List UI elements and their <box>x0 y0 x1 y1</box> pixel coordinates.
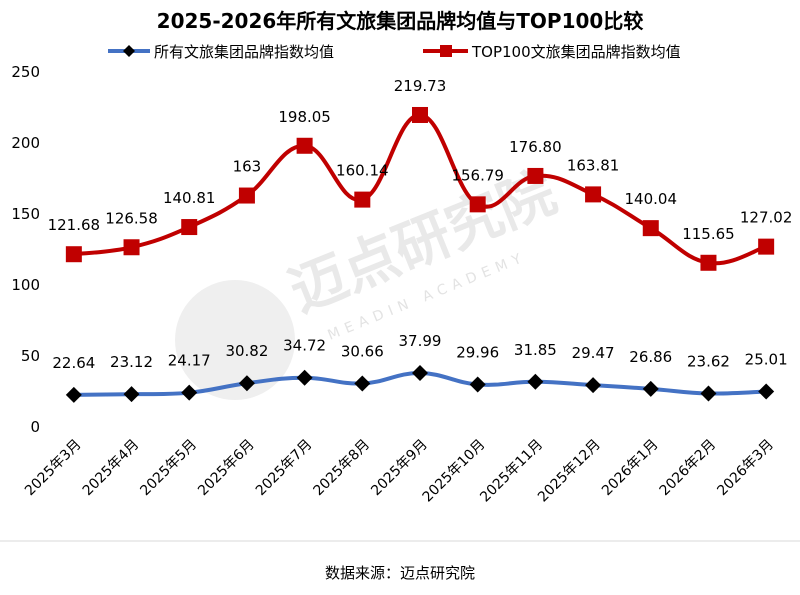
data-label: 29.96 <box>456 343 499 361</box>
data-point-diamond <box>642 380 659 397</box>
x-tick-label: 2025年12月 <box>535 437 604 506</box>
x-tick-label: 2025年3月 <box>22 437 85 500</box>
data-point-square <box>412 106 428 123</box>
data-label: 140.04 <box>625 190 678 208</box>
data-label: 23.62 <box>687 352 730 370</box>
data-point-square <box>585 186 602 203</box>
data-label: 24.17 <box>168 352 211 370</box>
data-point-diamond <box>65 386 82 403</box>
data-label: 30.66 <box>341 342 384 360</box>
data-label: 163 <box>233 158 262 176</box>
chart-title: 2025-2026年所有文旅集团品牌均值与TOP100比较 <box>157 9 644 33</box>
data-point-square <box>758 238 775 255</box>
data-point-square <box>700 254 717 271</box>
x-axis: 2025年3月2025年4月2025年5月2025年6月2025年7月2025年… <box>22 437 777 506</box>
series-top100: 121.68 126.58 140.81 163 198.05 160.14 219.73 1… <box>48 77 793 271</box>
legend-marker-diamond <box>123 45 135 57</box>
data-point-square <box>642 220 659 237</box>
y-tick-label: 200 <box>11 134 40 152</box>
x-tick-label: 2026年1月 <box>599 437 662 500</box>
data-label: 31.85 <box>514 341 557 359</box>
data-point-square <box>238 187 255 204</box>
data-point-diamond <box>758 383 775 400</box>
y-tick-label: 100 <box>11 276 40 294</box>
data-label: 176.80 <box>509 138 562 156</box>
watermark-logo <box>175 280 295 400</box>
series-all: 22.64 23.12 24.17 30.82 34.72 30.66 37.99 29.96… <box>52 332 788 403</box>
data-label: 156.79 <box>451 166 504 184</box>
data-point-diamond <box>585 377 602 394</box>
x-tick-label: 2025年5月 <box>137 437 200 500</box>
data-label: 140.81 <box>163 189 216 207</box>
y-axis: 0 50 100 150 200 250 <box>11 63 40 436</box>
data-point-diamond <box>123 386 140 403</box>
data-point-diamond <box>700 385 717 402</box>
legend-label-all: 所有文旅集团品牌指数均值 <box>154 43 334 61</box>
y-tick-label: 50 <box>21 347 40 365</box>
x-tick-label: 2025年9月 <box>368 437 431 500</box>
data-point-diamond <box>296 369 313 386</box>
x-tick-label: 2025年7月 <box>253 437 316 500</box>
data-point-square <box>181 219 198 236</box>
x-tick-label: 2026年2月 <box>657 437 720 500</box>
x-tick-label: 2025年8月 <box>311 437 374 500</box>
data-point-diamond <box>469 376 486 393</box>
data-point-square <box>527 167 544 184</box>
legend-label-top100: TOP100文旅集团品牌指数均值 <box>471 43 681 61</box>
data-point-square <box>469 196 486 213</box>
data-point-diamond <box>527 373 544 390</box>
data-label: 30.82 <box>225 342 268 360</box>
legend-marker-square <box>440 45 452 57</box>
data-label: 121.68 <box>48 216 101 234</box>
data-point-diamond <box>181 384 198 401</box>
data-point-square <box>354 191 371 208</box>
data-label: 163.81 <box>567 156 620 174</box>
data-point-diamond <box>354 375 371 392</box>
y-tick-label: 150 <box>11 205 40 223</box>
data-label: 23.12 <box>110 353 153 371</box>
data-point-square <box>65 246 82 263</box>
data-label: 219.73 <box>394 77 447 95</box>
y-tick-label: 250 <box>11 63 40 81</box>
data-label: 127.02 <box>740 209 793 227</box>
legend: 所有文旅集团品牌指数均值 TOP100文旅集团品牌指数均值 <box>108 43 681 61</box>
data-point-diamond <box>412 365 428 382</box>
y-tick-label: 0 <box>30 418 40 436</box>
data-point-square <box>123 239 140 256</box>
data-label: 115.65 <box>682 225 735 243</box>
source-note: 数据来源：迈点研究院 <box>325 564 475 582</box>
data-label: 25.01 <box>745 350 788 368</box>
legend-item-top100: TOP100文旅集团品牌指数均值 <box>423 43 681 61</box>
data-label: 37.99 <box>399 332 442 350</box>
data-label: 34.72 <box>283 337 326 355</box>
series-layer: 22.64 23.12 24.17 30.82 34.72 30.66 37.99 29.96… <box>48 77 793 403</box>
x-tick-label: 2025年6月 <box>195 437 258 500</box>
data-label: 198.05 <box>278 108 331 126</box>
data-point-square <box>296 137 313 154</box>
legend-item-all: 所有文旅集团品牌指数均值 <box>108 43 334 61</box>
data-point-diamond <box>238 375 255 392</box>
data-label: 26.86 <box>629 348 672 366</box>
data-label: 29.47 <box>572 344 615 362</box>
data-label: 22.64 <box>52 354 95 372</box>
data-label: 160.14 <box>336 162 389 180</box>
x-tick-label: 2026年3月 <box>714 437 777 500</box>
x-tick-label: 2025年4月 <box>80 437 143 500</box>
data-label: 126.58 <box>105 209 158 227</box>
